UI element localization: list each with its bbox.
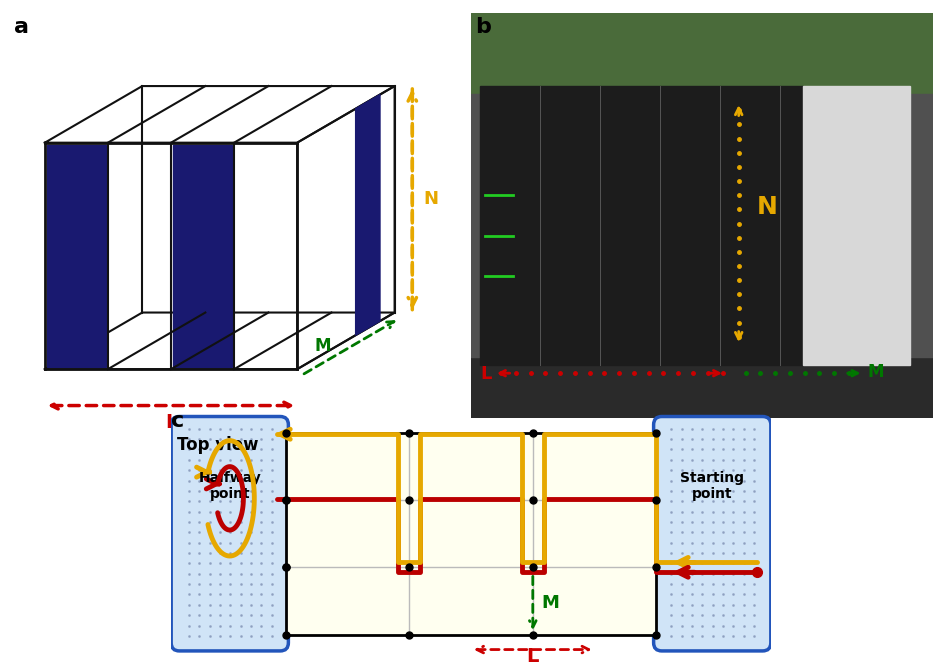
Polygon shape [173, 145, 232, 367]
Text: L: L [527, 647, 539, 663]
Text: b: b [476, 17, 492, 37]
Text: L: L [480, 365, 492, 383]
Polygon shape [298, 86, 395, 369]
Polygon shape [471, 357, 933, 418]
Text: N: N [757, 196, 778, 219]
FancyBboxPatch shape [654, 416, 771, 651]
Text: Starting
point: Starting point [680, 471, 744, 501]
Text: N: N [423, 190, 438, 208]
Text: M: M [315, 337, 332, 355]
Text: Halfway
point: Halfway point [199, 471, 261, 501]
Polygon shape [804, 86, 910, 365]
Text: Top view: Top view [177, 436, 259, 453]
Polygon shape [480, 86, 804, 365]
Polygon shape [471, 94, 933, 357]
Polygon shape [47, 145, 106, 367]
FancyBboxPatch shape [285, 433, 657, 634]
Text: M: M [868, 363, 885, 381]
Polygon shape [471, 13, 933, 94]
Text: a: a [14, 17, 29, 37]
FancyBboxPatch shape [171, 416, 288, 651]
Polygon shape [45, 312, 395, 369]
Text: L: L [165, 413, 177, 432]
Polygon shape [45, 86, 395, 143]
Text: M: M [541, 595, 559, 613]
Text: c: c [171, 411, 185, 431]
Polygon shape [356, 95, 380, 335]
